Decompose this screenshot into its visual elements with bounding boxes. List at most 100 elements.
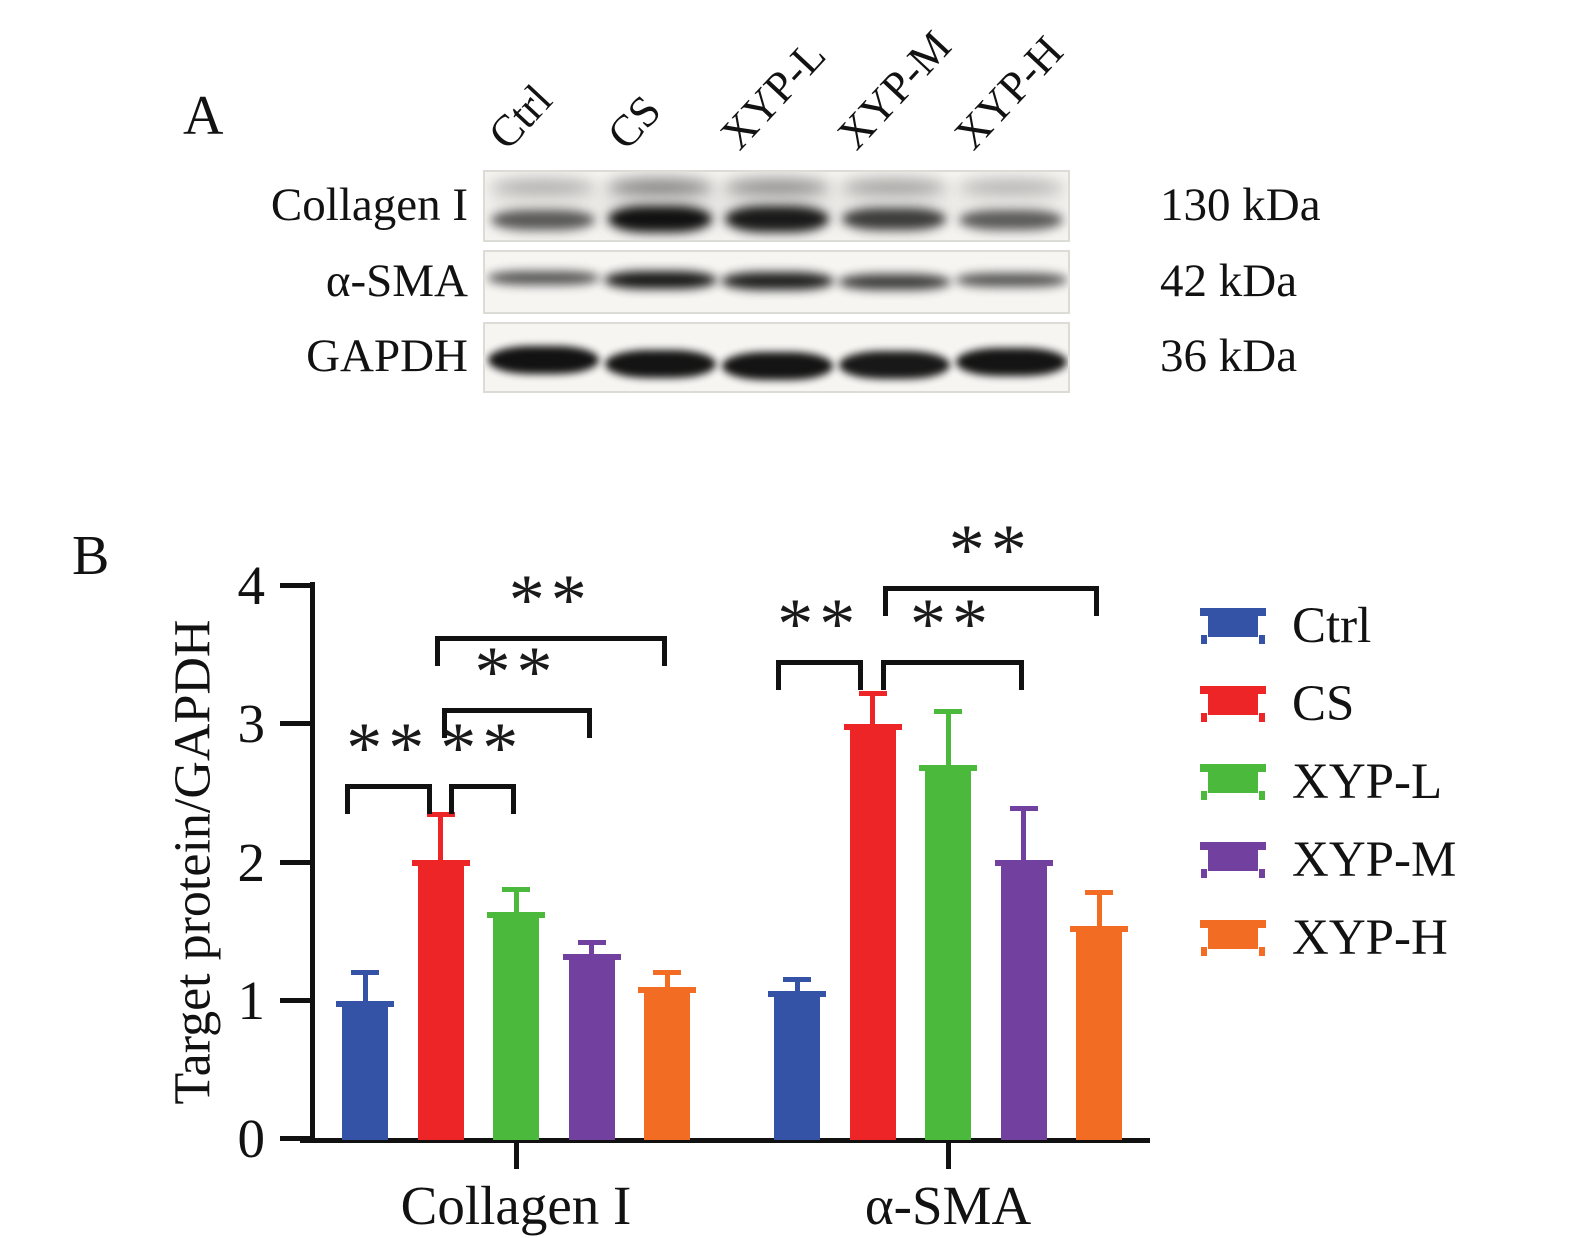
sig-bracket-ctrl-cs-0 — [345, 784, 432, 815]
blot-band — [491, 210, 595, 230]
blot-band — [959, 210, 1063, 230]
sig-bracket-cs-xyp-h-0 — [434, 636, 667, 667]
sig-bracket-cs-xyp-h-1 — [882, 586, 1099, 617]
blot-band — [842, 207, 946, 231]
x-tick-mark — [946, 1143, 951, 1169]
y-tick-mark — [280, 859, 310, 865]
error-bar-stem — [664, 972, 670, 991]
blot-band — [487, 346, 599, 374]
bar-ctrl-1 — [774, 992, 820, 1140]
sig-bracket-cs-xyp-l-0 — [448, 784, 516, 815]
error-bar-stem — [589, 941, 594, 958]
error-bar-cap — [858, 690, 887, 696]
blot-band — [955, 348, 1067, 376]
bar-xyp-m-0 — [568, 955, 615, 1140]
y-tick-mark — [280, 583, 310, 588]
legend-item-ctrl: Ctrl — [1200, 598, 1371, 654]
sig-stars: ** — [910, 583, 994, 664]
blot-smear-band — [840, 180, 948, 194]
blot-smear-band — [957, 180, 1065, 194]
error-bar-cap — [934, 708, 962, 714]
error-bar-stem — [1021, 807, 1026, 864]
protein-label-a-sma: α-SMA — [325, 255, 468, 307]
kda-label-36: 36 kDa — [1160, 330, 1298, 382]
legend-item-xyp-m: XYP-M — [1200, 832, 1456, 888]
error-bar-cap — [1085, 889, 1113, 895]
bar-xyp-m-1 — [1000, 861, 1047, 1140]
sig-bracket-ctrl-cs-1 — [776, 659, 863, 690]
x-group-label-a-sma: α-SMA — [864, 1175, 1032, 1236]
y-tick-label: 3 — [237, 693, 266, 755]
blot-band — [486, 270, 600, 286]
sig-stars: ** — [777, 583, 862, 664]
y-axis-line — [310, 582, 315, 1143]
lane-label-xyp-h: XYP-H — [944, 26, 1073, 159]
legend-label-ctrl: Ctrl — [1292, 597, 1372, 654]
kda-label-42: 42 kDa — [1160, 255, 1298, 307]
y-tick-label: 2 — [237, 831, 266, 893]
y-tick-label: 1 — [237, 969, 266, 1031]
error-bar-stem — [945, 710, 951, 770]
blot-band — [608, 205, 712, 233]
bar-ctrl-0 — [342, 1002, 388, 1140]
sig-stars: ** — [440, 708, 525, 789]
bar-xyp-h-1 — [1076, 927, 1122, 1140]
lane-label-cs: CS — [597, 85, 671, 159]
sig-bracket-cs-xyp-m-0 — [441, 708, 592, 739]
error-bar-cap — [1009, 805, 1038, 811]
blot-smear-band — [723, 180, 831, 194]
bar-cs-1 — [849, 726, 896, 1140]
bar-xyp-l-1 — [925, 767, 971, 1140]
bar-chart: Target protein/GAPDH Collagen I α-SMA Ct… — [0, 514, 1575, 1238]
panel-b-label: B — [72, 525, 110, 587]
error-bar-cap — [426, 812, 455, 818]
error-bar-cap — [653, 970, 681, 976]
blot-strip-gapdh — [483, 322, 1070, 393]
protein-label-collagen-i: Collagen I — [270, 179, 468, 231]
x-axis-line — [300, 1138, 1150, 1143]
blot-band — [603, 270, 717, 290]
x-group-label-collagen-i: Collagen I — [400, 1175, 632, 1236]
panel-a-label: A — [183, 85, 224, 147]
blot-band — [721, 352, 833, 380]
blot-strip-a-sma — [483, 250, 1070, 314]
legend-item-xyp-l: XYP-L — [1200, 754, 1442, 810]
legend-label-xyp-m: XYP-M — [1292, 831, 1457, 888]
blot-band — [720, 272, 834, 290]
y-tick-label: 0 — [237, 1108, 266, 1169]
sig-stars: ** — [948, 510, 1033, 591]
bar-xyp-l-0 — [493, 914, 539, 1140]
error-bar-cap — [351, 970, 379, 976]
blot-smear-band — [489, 180, 597, 194]
blot-band — [954, 272, 1068, 288]
error-bar-stem — [438, 814, 443, 864]
legend-swatch-xyp-h — [1200, 920, 1266, 956]
blot-strip-collagen-i — [483, 170, 1070, 242]
legend-swatch-xyp-m — [1200, 842, 1266, 878]
blot-band — [837, 273, 951, 291]
bar-xyp-h-0 — [644, 988, 690, 1140]
bar-cs-0 — [417, 861, 464, 1140]
lane-label-xyp-m: XYP-M — [827, 21, 961, 159]
legend-label-xyp-h: XYP-H — [1292, 909, 1448, 966]
error-bar-cap — [783, 977, 811, 982]
error-bar-stem — [870, 692, 875, 728]
sig-stars: ** — [346, 708, 431, 789]
legend-swatch-xyp-l — [1200, 764, 1266, 800]
protein-label-gapdh: GAPDH — [306, 330, 468, 382]
legend-swatch-cs — [1200, 686, 1266, 722]
y-tick-mark — [280, 721, 310, 727]
lane-label-ctrl: Ctrl — [478, 75, 562, 159]
y-tick-label: 4 — [237, 555, 266, 616]
error-bar-cap — [577, 939, 606, 945]
error-bar-cap — [502, 887, 530, 893]
legend-item-xyp-h: XYP-H — [1200, 910, 1448, 966]
sig-bracket-cs-xyp-m-1 — [880, 659, 1024, 690]
legend-label-xyp-l: XYP-L — [1292, 753, 1443, 810]
blot-band — [725, 206, 829, 232]
error-bar-stem — [794, 979, 800, 995]
error-bar-stem — [362, 972, 368, 1005]
blot-band — [838, 351, 950, 379]
blot-smear-band — [606, 180, 714, 194]
